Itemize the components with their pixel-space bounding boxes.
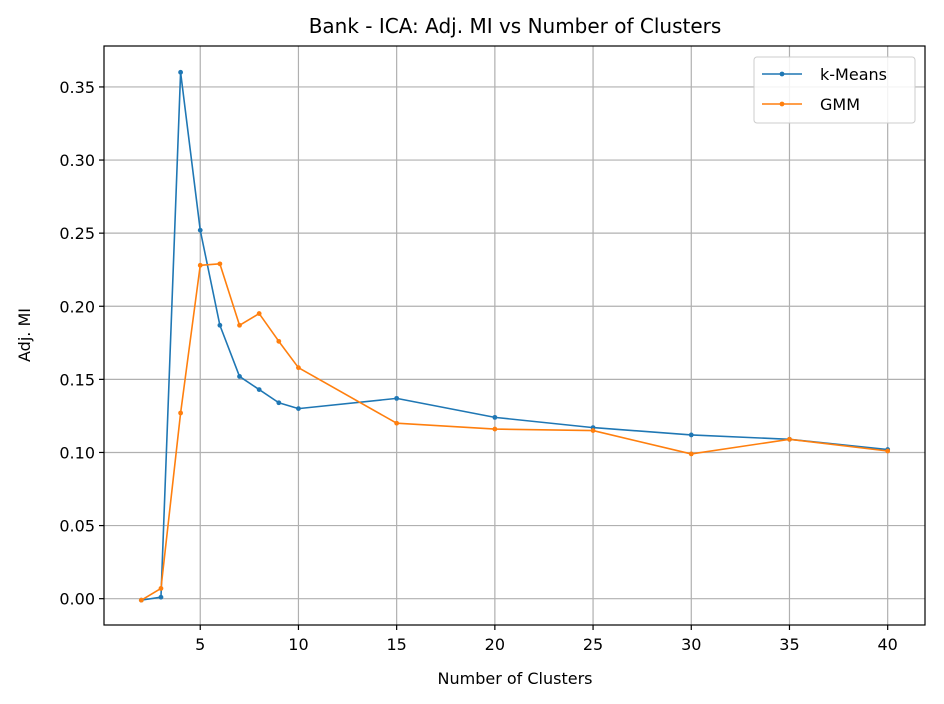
y-axis: 0.00 0.05 0.10 0.15 0.20 0.25 0.30 0.35	[59, 78, 104, 609]
k-means-line	[141, 71, 888, 601]
gmm-point	[256, 311, 262, 316]
series-layer	[138, 69, 891, 603]
gmm-point	[296, 365, 301, 371]
legend-label-k-means: k-Means	[820, 65, 887, 84]
legend-label-gmm: GMM	[820, 95, 860, 114]
gmm-point	[492, 426, 498, 432]
x-tick-label: 30	[681, 635, 701, 654]
x-tick-label: 10	[288, 635, 308, 654]
y-tick-label: 0.30	[59, 151, 95, 170]
gmm-point	[276, 338, 282, 344]
gmm-point	[158, 586, 164, 591]
x-tick-label: 25	[583, 635, 603, 654]
k-means-point	[178, 69, 184, 75]
y-tick-label: 0.05	[59, 517, 95, 536]
k-means-point	[217, 322, 223, 328]
gmm-point	[394, 420, 400, 426]
gmm-point	[138, 597, 144, 603]
gmm-point	[590, 428, 596, 433]
k-means-point	[394, 395, 400, 401]
k-means-point	[256, 387, 262, 392]
y-tick-label: 0.25	[59, 224, 95, 243]
chart-title: Bank - ICA: Adj. MI vs Number of Cluster…	[309, 14, 722, 38]
y-tick-label: 0.10	[59, 443, 95, 462]
gmm-point	[688, 451, 694, 457]
y-tick-label: 0.00	[59, 590, 95, 609]
plot-frame	[103, 45, 926, 626]
x-axis-label: Number of Clusters	[438, 669, 593, 688]
gmm-point	[178, 410, 184, 416]
gmm-line	[140, 263, 888, 601]
gmm-point	[787, 436, 792, 442]
k-means-point	[688, 432, 694, 438]
y-tick-label: 0.15	[59, 370, 95, 389]
series-gmm	[138, 261, 891, 603]
y-axis-label: Adj. MI	[15, 308, 34, 362]
k-means-point	[158, 594, 164, 600]
gmm-point	[197, 262, 203, 268]
y-tick-label: 0.20	[59, 297, 95, 316]
x-tick-label: 15	[386, 635, 406, 654]
k-means-point	[237, 374, 242, 379]
x-tick-label: 40	[878, 635, 898, 654]
x-tick-label: 20	[485, 635, 505, 654]
k-means-point	[296, 406, 301, 412]
y-tick-label: 0.35	[59, 78, 95, 97]
k-means-point	[197, 227, 203, 233]
x-tick-label: 35	[779, 635, 799, 654]
gmm-point	[885, 448, 891, 454]
legend-marker-k-means	[779, 71, 785, 77]
series-k-means	[138, 69, 891, 603]
x-axis: 5 10 15 20 25 30 35 40	[195, 625, 898, 654]
k-means-point	[276, 400, 282, 406]
gmm-point	[237, 322, 242, 328]
legend-marker-gmm	[779, 101, 785, 107]
grid	[104, 46, 925, 625]
gmm-point	[217, 261, 223, 267]
x-tick-label: 5	[195, 635, 205, 654]
k-means-point	[492, 414, 498, 420]
legend: k-Means GMM	[753, 56, 916, 124]
